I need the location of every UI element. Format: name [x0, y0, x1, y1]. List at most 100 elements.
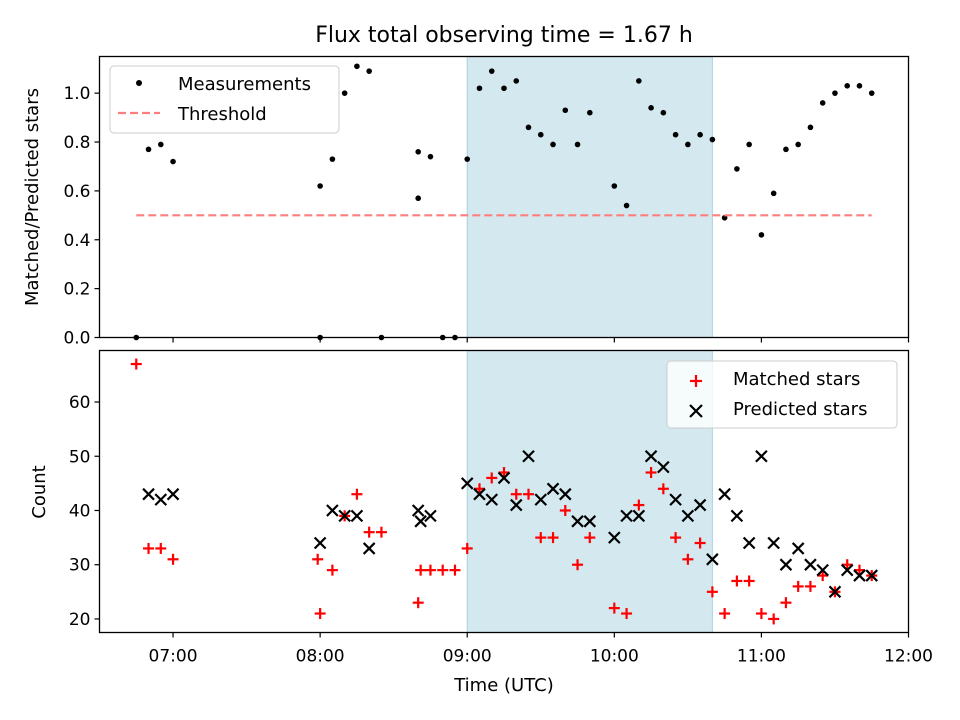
matched-stars-point: [608, 602, 620, 614]
y-tick-label: 0.8: [63, 133, 90, 153]
matched-stars-point: [314, 608, 326, 620]
predicted-stars-point: [853, 569, 866, 582]
legend-label-measurements: Measurements: [178, 74, 311, 95]
y-tick-label: 0.2: [63, 280, 90, 300]
measurement-point: [145, 146, 152, 153]
matched-stars-point: [694, 537, 706, 549]
measurement-point: [819, 100, 826, 106]
measurement-point: [341, 90, 348, 96]
predicted-stars-point: [767, 536, 780, 550]
matched-stars-point: [657, 483, 669, 495]
matched-stars-point: [731, 575, 743, 587]
matched-stars-point: [155, 542, 167, 554]
predicted-stars-point: [411, 504, 425, 517]
measurement-point: [807, 124, 814, 131]
ratio-panel-x-ticks: [172, 337, 910, 343]
measurement-point: [868, 90, 875, 96]
predicted-stars-point: [559, 487, 572, 501]
legend-marker-measurements: [136, 80, 142, 86]
predicted-stars-point: [326, 504, 339, 517]
predicted-stars-point: [828, 585, 842, 599]
matched-stars-point: [326, 564, 338, 576]
matched-stars-point: [375, 526, 387, 538]
count-panel-marks: [130, 358, 879, 625]
predicted-stars-point: [350, 509, 364, 523]
measurement-point: [636, 78, 642, 84]
measurement-point: [734, 166, 740, 172]
legend-box: [666, 360, 898, 429]
count-panel-y-ticks: 20 30 40 50 60: [69, 393, 100, 630]
predicted-stars-point: [620, 509, 633, 523]
measurement-point: [685, 141, 691, 148]
predicted-stars-point: [840, 563, 854, 577]
x-tick-label: 12:00: [884, 647, 933, 667]
y-tick-label: 0.4: [63, 231, 90, 251]
ratio-panel: 0.0 0.2 0.4 0.6 0.8 1.0 Matched/Predicted sta…: [22, 55, 910, 349]
legend-label-threshold: Threshold: [177, 104, 267, 125]
measurement-point: [832, 90, 838, 96]
predicted-stars-point: [497, 471, 511, 485]
measurement-point: [795, 141, 801, 148]
measurement-point: [709, 136, 716, 143]
matched-stars-point: [719, 608, 731, 620]
matched-stars-point: [312, 553, 324, 565]
measurement-point: [170, 158, 176, 165]
matched-stars-point: [559, 504, 571, 516]
matched-stars-point: [415, 564, 427, 576]
predicted-stars-point: [755, 449, 768, 463]
measurement-point: [476, 85, 483, 92]
predicted-stars-point: [473, 487, 486, 501]
x-tick-label: 08:00: [296, 647, 345, 667]
matched-stars-point: [535, 532, 547, 544]
predicted-stars-point: [657, 460, 670, 474]
measurement-point: [758, 232, 765, 238]
matched-stars-point: [670, 532, 682, 544]
measurement-point: [746, 141, 752, 148]
y-tick-label: 30: [69, 556, 91, 576]
measurement-point: [366, 68, 372, 74]
measurement-point: [856, 83, 863, 89]
matched-stars-point: [841, 559, 853, 571]
count-panel-x-ticks: 07:00 08:00 09:00 10:00 11:00 12:00: [149, 632, 933, 667]
predicted-stars-point: [362, 542, 376, 555]
predicted-stars-point: [816, 563, 829, 577]
predicted-stars-point: [693, 498, 707, 512]
measurement-point: [623, 202, 630, 209]
predicted-stars-point: [718, 487, 731, 501]
matched-stars-point: [523, 488, 535, 500]
predicted-stars-point: [779, 558, 793, 571]
predicted-stars-point: [571, 515, 584, 528]
predicted-stars-point: [522, 449, 535, 463]
measurement-point: [488, 68, 495, 74]
ratio-panel-frame: [98, 55, 910, 339]
y-tick-label: 40: [69, 501, 91, 521]
matched-stars-point: [167, 553, 179, 565]
matched-stars-point: [804, 580, 816, 592]
matched-stars-point: [706, 586, 718, 598]
measurement-point: [611, 183, 618, 189]
predicted-stars-point: [865, 569, 879, 582]
predicted-stars-point: [142, 487, 155, 501]
count-panel-frame: [98, 349, 910, 634]
matched-stars-point: [584, 532, 596, 544]
matched-stars-point: [547, 532, 559, 544]
predicted-stars-point: [644, 449, 658, 463]
ratio-panel-legend: Measurements Threshold: [109, 65, 340, 134]
legend-marker-predicted: [689, 404, 703, 418]
x-tick-label: 10:00: [590, 647, 639, 667]
ratio-panel-ylabel: Matched/Predicted stars: [22, 88, 43, 306]
legend-marker-matched: [690, 375, 702, 387]
measurement-point: [783, 146, 789, 153]
predicted-stars-point: [154, 493, 168, 506]
predicted-stars-point: [791, 542, 805, 555]
measurement-point: [415, 148, 421, 155]
predicted-stars-point: [742, 536, 756, 550]
measurement-point: [550, 141, 556, 148]
predicted-stars-point: [681, 509, 695, 523]
matched-stars-point: [412, 597, 424, 609]
matched-stars-point: [817, 570, 829, 582]
matched-stars-point: [351, 488, 363, 500]
measurement-point: [427, 153, 434, 160]
matched-stars-point: [449, 564, 461, 576]
matched-stars-point: [621, 608, 633, 620]
